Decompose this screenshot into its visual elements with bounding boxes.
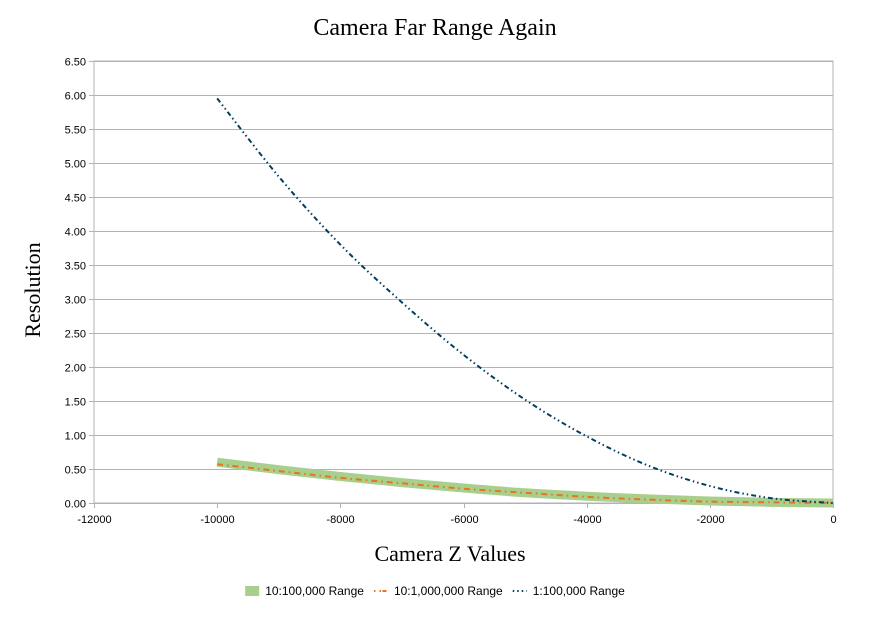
y-tick-label: 1.50: [65, 397, 86, 409]
axis-layer: 0.00 0.50 1.00 1.50 2.00 2.50 3.00 3.50 4.00 4.50…: [65, 57, 837, 527]
series-line-2: [217, 463, 834, 504]
y-axis-title: Resolution: [20, 242, 45, 337]
legend-label: 10:100,000 Range: [265, 584, 364, 598]
x-axis-title: Camera Z Values: [374, 541, 525, 566]
y-tick-label: 2.00: [65, 363, 86, 375]
y-tick-label: 2.50: [65, 329, 86, 341]
series-line-1: [216, 457, 834, 508]
series-line-3: [216, 97, 834, 504]
x-tick-label: -6000: [450, 514, 478, 526]
series-layer: [216, 97, 834, 508]
y-tick-label: 0.00: [65, 499, 86, 511]
x-tick-label: -4000: [573, 514, 601, 526]
x-tick-label: -12000: [77, 514, 111, 526]
grid-layer: [93, 60, 834, 504]
legend-swatch: [245, 586, 260, 596]
x-tick-label: -10000: [200, 514, 234, 526]
y-tick-label: 3.00: [65, 295, 86, 307]
y-tick-label: 4.50: [65, 193, 86, 205]
y-tick-label: 0.50: [65, 465, 86, 477]
y-tick-label: 5.00: [65, 159, 86, 171]
y-tick-label: 3.50: [65, 261, 86, 273]
x-tick-label: 0: [830, 514, 836, 526]
y-tick-label: 5.50: [65, 125, 86, 137]
legend-label: 1:100,000 Range: [533, 584, 625, 598]
y-tick-label: 6.00: [65, 91, 86, 103]
x-tick-label: -8000: [326, 514, 354, 526]
x-tick-label: -2000: [696, 514, 724, 526]
chart-title: Camera Far Range Again: [313, 15, 556, 41]
plot-area: [93, 60, 834, 504]
y-tick-label: 4.00: [65, 227, 86, 239]
legend-label: 10:1,000,000 Range: [394, 584, 503, 598]
y-tick-label: 6.50: [65, 57, 86, 69]
legend: 10:100,000 Range 10:1,000,000 Range 1:100,…: [245, 584, 625, 598]
y-tick-label: 1.00: [65, 431, 86, 443]
